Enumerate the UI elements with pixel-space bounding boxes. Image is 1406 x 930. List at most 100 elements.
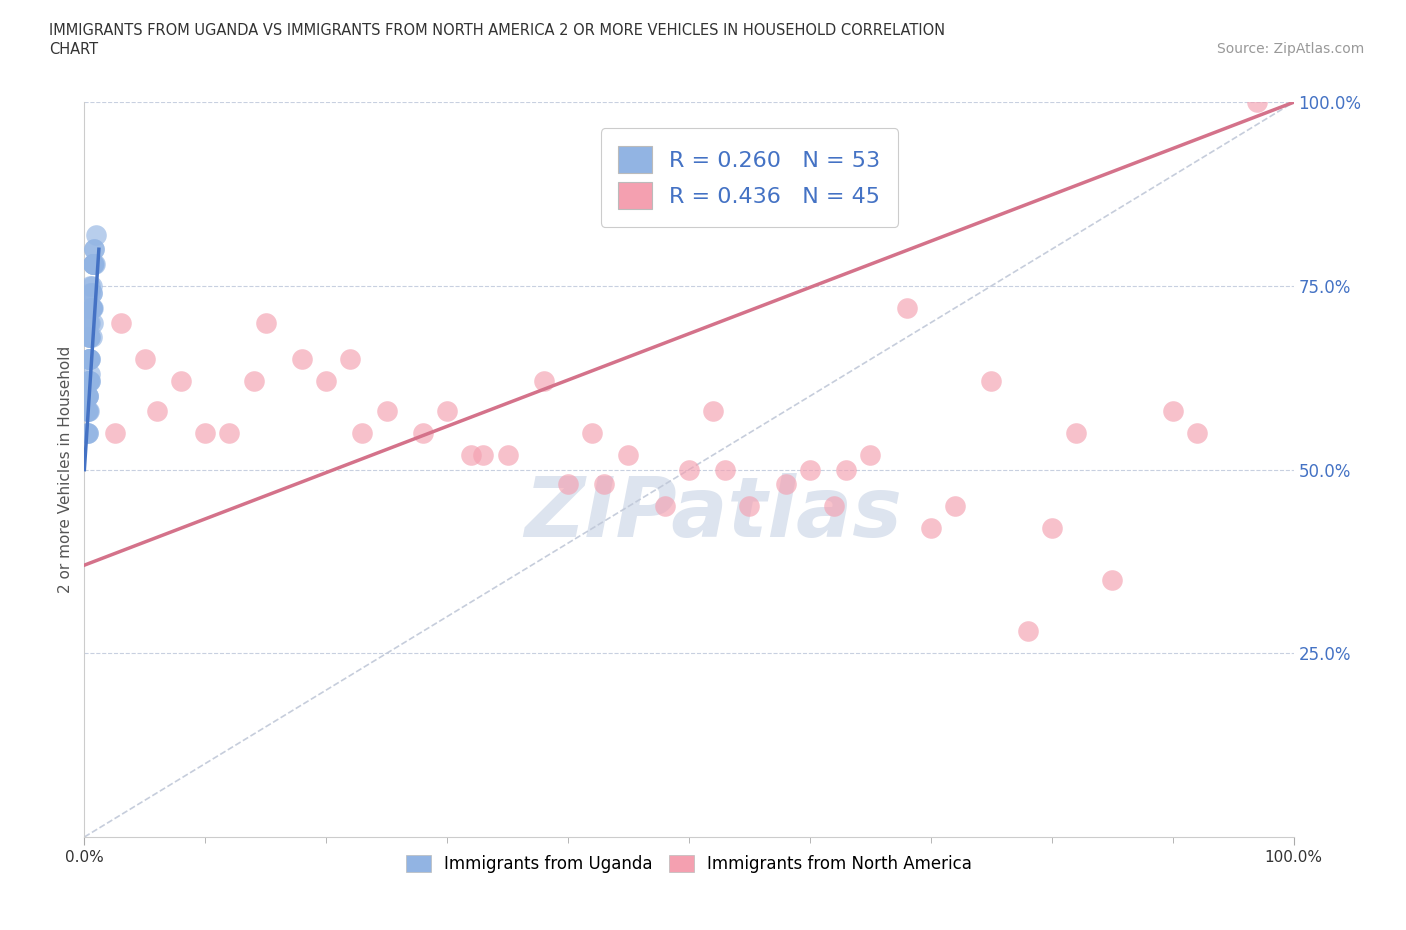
Legend: Immigrants from Uganda, Immigrants from North America: Immigrants from Uganda, Immigrants from … bbox=[399, 848, 979, 880]
Point bbox=[80, 300, 103, 315]
Point bbox=[79, 352, 101, 367]
Point bbox=[242, 374, 264, 389]
Point bbox=[80, 279, 103, 294]
Point bbox=[77, 352, 100, 367]
Point bbox=[80, 300, 103, 315]
Point bbox=[86, 227, 108, 242]
Point bbox=[79, 279, 101, 294]
Point bbox=[835, 462, 858, 477]
Point bbox=[79, 374, 101, 389]
Point bbox=[436, 404, 458, 418]
Point bbox=[77, 374, 100, 389]
Point bbox=[77, 330, 100, 345]
Point bbox=[315, 374, 337, 389]
Point bbox=[79, 352, 101, 367]
Point bbox=[1040, 521, 1063, 536]
Point bbox=[82, 257, 104, 272]
Point bbox=[80, 300, 103, 315]
Point bbox=[581, 426, 603, 441]
Point bbox=[920, 521, 942, 536]
Point bbox=[77, 352, 100, 367]
Point bbox=[77, 330, 100, 345]
Point bbox=[79, 366, 101, 381]
Text: ZIPatlas: ZIPatlas bbox=[524, 473, 903, 554]
Point bbox=[859, 447, 882, 462]
Point bbox=[76, 389, 98, 404]
Point bbox=[617, 447, 640, 462]
Point bbox=[77, 315, 100, 330]
Text: Source: ZipAtlas.com: Source: ZipAtlas.com bbox=[1216, 42, 1364, 56]
Point bbox=[557, 477, 579, 492]
Point bbox=[254, 315, 277, 330]
Point bbox=[77, 404, 100, 418]
Point bbox=[104, 426, 127, 441]
Point bbox=[1185, 426, 1208, 441]
Point bbox=[83, 242, 105, 257]
Point bbox=[775, 477, 797, 492]
Point bbox=[339, 352, 361, 367]
Point bbox=[823, 498, 845, 513]
Point bbox=[714, 462, 737, 477]
Point bbox=[77, 389, 100, 404]
Y-axis label: 2 or more Vehicles in Household: 2 or more Vehicles in Household bbox=[58, 346, 73, 593]
Point bbox=[170, 374, 193, 389]
Point bbox=[76, 404, 98, 418]
Point bbox=[79, 286, 101, 300]
Point bbox=[533, 374, 555, 389]
Point bbox=[472, 447, 495, 462]
Point bbox=[593, 477, 616, 492]
Point bbox=[496, 447, 519, 462]
Point bbox=[76, 426, 98, 441]
Point bbox=[82, 257, 104, 272]
Point bbox=[412, 426, 434, 441]
Point bbox=[77, 426, 100, 441]
Point bbox=[896, 300, 918, 315]
Point bbox=[134, 352, 156, 367]
Point bbox=[943, 498, 966, 513]
Point bbox=[82, 257, 104, 272]
Point bbox=[77, 374, 100, 389]
Point bbox=[678, 462, 700, 477]
Point bbox=[654, 498, 676, 513]
Text: IMMIGRANTS FROM UGANDA VS IMMIGRANTS FROM NORTH AMERICA 2 OR MORE VEHICLES IN HO: IMMIGRANTS FROM UGANDA VS IMMIGRANTS FRO… bbox=[49, 23, 945, 38]
Point bbox=[79, 300, 101, 315]
Point bbox=[702, 404, 724, 418]
Point bbox=[77, 374, 100, 389]
Point bbox=[82, 315, 104, 330]
Point bbox=[352, 426, 374, 441]
Point bbox=[77, 315, 100, 330]
Point bbox=[146, 404, 169, 418]
Point bbox=[291, 352, 314, 367]
Point bbox=[83, 257, 105, 272]
Point bbox=[1064, 426, 1087, 441]
Point bbox=[460, 447, 482, 462]
Point bbox=[738, 498, 761, 513]
Point bbox=[77, 389, 100, 404]
Point bbox=[375, 404, 398, 418]
Point bbox=[82, 257, 104, 272]
Point bbox=[80, 286, 103, 300]
Point bbox=[79, 315, 101, 330]
Point bbox=[77, 352, 100, 367]
Point bbox=[1101, 573, 1123, 588]
Point bbox=[82, 300, 104, 315]
Point bbox=[77, 404, 100, 418]
Point bbox=[80, 330, 103, 345]
Point bbox=[77, 389, 100, 404]
Point bbox=[980, 374, 1002, 389]
Point bbox=[799, 462, 821, 477]
Point bbox=[77, 352, 100, 367]
Point bbox=[77, 426, 100, 441]
Text: CHART: CHART bbox=[49, 42, 98, 57]
Point bbox=[1246, 95, 1268, 110]
Point bbox=[1161, 404, 1184, 418]
Point bbox=[77, 404, 100, 418]
Point bbox=[110, 315, 132, 330]
Point bbox=[79, 330, 101, 345]
Point bbox=[77, 374, 100, 389]
Point bbox=[79, 330, 101, 345]
Point bbox=[1017, 624, 1039, 639]
Point bbox=[194, 426, 217, 441]
Point bbox=[84, 257, 107, 272]
Point bbox=[80, 286, 103, 300]
